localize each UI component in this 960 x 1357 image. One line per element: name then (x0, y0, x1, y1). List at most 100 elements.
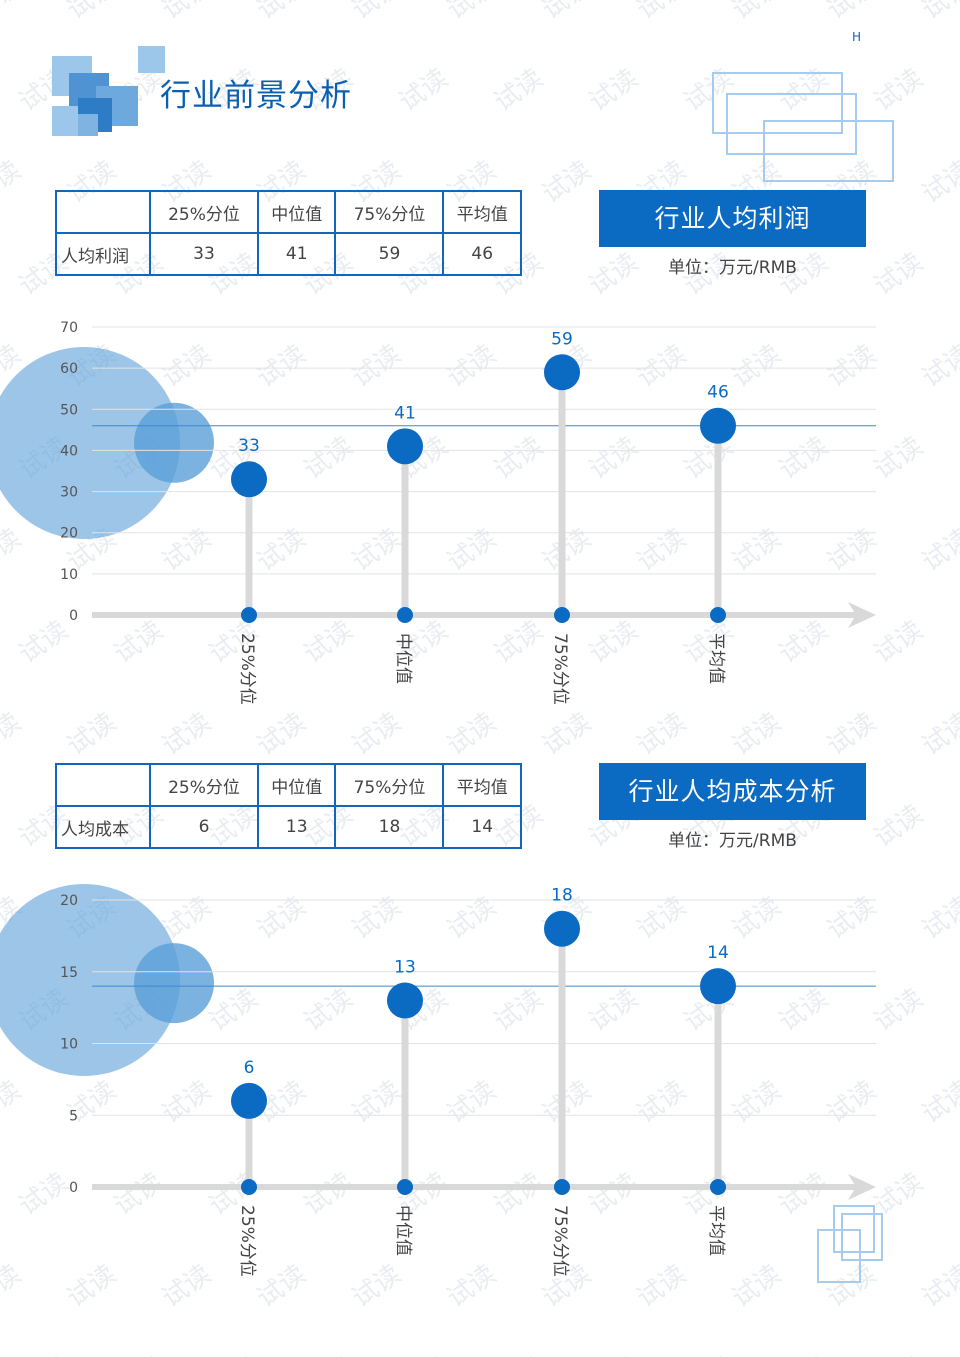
data-point (544, 910, 580, 947)
watermark-text: 试读 (347, 0, 407, 26)
table-header-cell: 中位值 (256, 190, 337, 234)
cost-banner: 行业人均成本分析 (599, 763, 866, 820)
x-tick-label: 75%分位 (550, 633, 570, 705)
x-axis-arrow (848, 602, 876, 628)
data-point (231, 1082, 267, 1119)
watermark-text: 试读 (869, 1351, 929, 1357)
table-header-cell: 中位值 (256, 763, 337, 807)
data-point (387, 982, 423, 1019)
watermark-text: 试读 (252, 0, 312, 26)
data-label: 6 (244, 1058, 255, 1078)
y-tick-label: 0 (69, 608, 78, 624)
table-header-cell: 平均值 (442, 763, 522, 807)
data-point (700, 968, 736, 1005)
table-header-cell (55, 763, 151, 807)
watermark-text: 试读 (394, 63, 454, 117)
watermark-text: 试读 (537, 155, 597, 209)
watermark-text: 试读 (679, 1351, 739, 1357)
table-header-cell: 25%分位 (149, 190, 259, 234)
watermark-text: 试读 (0, 155, 27, 209)
axis-dot (241, 607, 257, 623)
y-tick-label: 50 (60, 402, 78, 418)
data-point (700, 407, 736, 444)
profit-unit: 单位：万元/RMB (668, 258, 797, 278)
x-tick-label: 75%分位 (550, 1205, 570, 1277)
logo-mosaic (52, 46, 167, 142)
watermark-text: 试读 (299, 1351, 359, 1357)
table-header-cell: 75%分位 (334, 190, 445, 234)
y-tick-label: 5 (69, 1108, 78, 1124)
watermark-text: 试读 (537, 0, 597, 26)
watermark-text: 试读 (489, 1351, 549, 1357)
cost-unit: 单位：万元/RMB (668, 831, 797, 851)
y-tick-label: 10 (60, 1037, 78, 1053)
table-header-cell: 平均值 (442, 190, 522, 234)
x-tick-label: 中位值 (393, 633, 413, 684)
x-axis-arrow (848, 1174, 876, 1200)
table-cell: 6 (149, 805, 259, 849)
axis-dot (397, 1179, 413, 1195)
table-header-cell (55, 190, 151, 234)
axis-dot (397, 607, 413, 623)
table-row: 人均成本 6 13 18 14 (55, 805, 522, 849)
watermark-text: 试读 (157, 0, 217, 26)
decorative-bubble-large (0, 347, 180, 539)
y-tick-label: 30 (60, 485, 78, 501)
data-point (544, 354, 580, 391)
table-cell: 18 (334, 805, 445, 849)
x-tick-label: 平均值 (706, 1205, 726, 1256)
watermark-text: 试读 (0, 0, 27, 26)
data-label: 41 (394, 403, 416, 423)
watermark-text: 试读 (584, 1351, 644, 1357)
cost-table: 25%分位 中位值 75%分位 平均值 人均成本 6 13 18 14 (55, 763, 522, 849)
y-tick-label: 20 (60, 893, 78, 909)
decorative-bubble-large (0, 884, 180, 1076)
data-label: 18 (551, 886, 573, 906)
y-tick-label: 40 (60, 443, 78, 459)
watermark-text: 试读 (489, 63, 549, 117)
data-label: 59 (551, 329, 573, 349)
x-tick-label: 25%分位 (237, 1205, 257, 1277)
data-label: 14 (707, 943, 729, 963)
y-tick-label: 15 (60, 965, 78, 981)
data-label: 33 (238, 436, 260, 456)
watermark-text: 试读 (109, 1351, 169, 1357)
table-header-cell: 75%分位 (334, 763, 445, 807)
table-cell: 33 (149, 232, 259, 276)
table-header-row: 25%分位 中位值 75%分位 平均值 (55, 763, 522, 807)
table-row: 人均利润 33 41 59 46 (55, 232, 522, 276)
table-header-cell: 25%分位 (149, 763, 259, 807)
table-row-label: 人均利润 (55, 232, 151, 276)
corner-mark: H (852, 30, 862, 44)
axis-dot (710, 607, 726, 623)
data-point (231, 461, 267, 498)
watermark-text: 试读 (917, 0, 960, 26)
x-tick-label: 平均值 (706, 633, 726, 684)
page-title: 行业前景分析 (160, 78, 352, 114)
profit-chart: 0 10 20 30 40 50 60 70 33 25%分位 41 中位值 59 75%分位 46 平均值 (0, 320, 876, 705)
decorative-bubble-small (134, 402, 214, 483)
table-cell: 59 (334, 232, 445, 276)
data-label: 46 (707, 383, 729, 403)
axis-dot (710, 1179, 726, 1195)
table-cell: 46 (442, 232, 522, 276)
decorative-bubble-small (134, 943, 214, 1024)
y-tick-label: 10 (60, 567, 78, 583)
watermark-text: 试读 (869, 247, 929, 301)
table-header-row: 25%分位 中位值 75%分位 平均值 (55, 190, 522, 234)
table-row-label: 人均成本 (55, 805, 151, 849)
table-cell: 41 (256, 232, 337, 276)
watermark-text: 试读 (917, 155, 960, 209)
y-tick-label: 70 (60, 320, 78, 336)
x-tick-label: 25%分位 (237, 633, 257, 705)
y-tick-label: 20 (60, 526, 78, 542)
table-cell: 14 (442, 805, 522, 849)
axis-dot (241, 1179, 257, 1195)
data-point (387, 428, 423, 465)
x-tick-label: 中位值 (393, 1205, 413, 1256)
profit-banner: 行业人均利润 (599, 190, 866, 247)
data-label: 13 (394, 957, 416, 977)
table-cell: 13 (256, 805, 337, 849)
watermark-text: 试读 (584, 63, 644, 117)
decorative-frames-top (712, 72, 894, 182)
